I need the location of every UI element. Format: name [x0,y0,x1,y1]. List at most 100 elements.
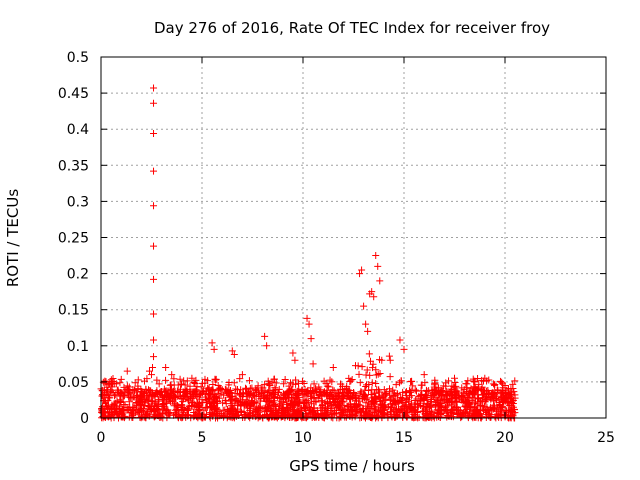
data-point [150,167,158,175]
data-point [394,398,402,406]
data-point [177,401,185,409]
data-point [393,412,401,420]
data-point [368,364,376,372]
data-point [206,391,214,399]
data-point [471,378,479,386]
data-point [228,409,236,417]
data-point [232,385,240,393]
y-tick-label: 0.4 [67,122,89,138]
data-point [291,356,299,364]
data-point [451,374,458,382]
data-point [321,406,329,414]
data-point [141,401,149,409]
data-point [448,409,456,417]
data-point [189,390,197,398]
data-point [445,377,453,385]
data-point [123,382,131,390]
data-point [324,403,332,411]
data-point [315,383,323,391]
data-point [268,389,276,397]
data-point [396,409,404,417]
data-point [406,388,414,396]
data-points [97,84,519,422]
data-point [386,356,394,364]
data-point [280,380,288,388]
data-point [383,410,391,418]
data-point [140,408,148,416]
data-point [254,382,262,390]
data-point [149,363,157,371]
data-point [107,405,115,413]
data-point [257,395,265,403]
data-point [130,386,138,394]
data-point [245,388,253,396]
data-point [356,270,364,278]
data-point [199,398,207,406]
data-point [329,398,337,406]
data-point [347,405,355,413]
data-point [161,388,169,396]
data-point [105,380,113,388]
data-point [145,367,153,375]
data-point [215,386,223,394]
data-point [162,363,170,371]
data-point [345,406,353,414]
data-point [427,403,435,411]
data-point [431,394,439,402]
data-point [476,401,484,409]
data-point [185,405,193,413]
data-point [381,401,389,409]
data-point [286,379,294,387]
data-point [213,404,221,412]
data-point [180,377,188,385]
data-point [201,379,209,387]
data-point [192,376,200,384]
data-point [184,388,192,396]
data-point [397,377,405,385]
data-point [148,371,155,379]
data-point [184,407,192,415]
data-point [150,336,158,344]
x-axis-label: GPS time / hours [289,457,415,475]
data-point [329,363,337,371]
data-point [155,410,163,418]
data-point [397,393,405,401]
data-point [246,405,254,413]
data-point [242,384,250,392]
data-point [222,388,230,396]
data-point [458,395,466,403]
y-tick-label: 0.2 [67,267,89,283]
data-point [416,399,424,407]
x-tick-label: 20 [496,430,514,446]
data-point [320,390,328,398]
data-point [275,402,283,410]
data-point [222,400,230,408]
data-point [255,408,263,416]
data-point [160,400,168,408]
data-point [150,84,158,92]
data-point [392,381,400,389]
data-point [306,404,314,412]
y-tick-label: 0.25 [58,231,89,247]
data-point [304,413,312,421]
data-point [453,403,461,411]
data-point [154,406,162,414]
data-point [357,388,365,396]
data-point [365,350,373,358]
data-point [390,389,398,397]
x-tick-label: 5 [198,430,207,446]
data-point [372,371,380,379]
data-point [386,408,394,416]
data-point [153,405,161,413]
data-point [442,382,450,390]
data-point [150,130,158,138]
data-point [170,375,178,383]
data-point [98,405,106,413]
data-point [415,392,423,400]
data-point [351,403,359,411]
data-point [283,398,291,406]
data-point [236,390,244,398]
data-point [215,394,223,402]
data-point [99,392,107,400]
data-point [261,380,269,388]
